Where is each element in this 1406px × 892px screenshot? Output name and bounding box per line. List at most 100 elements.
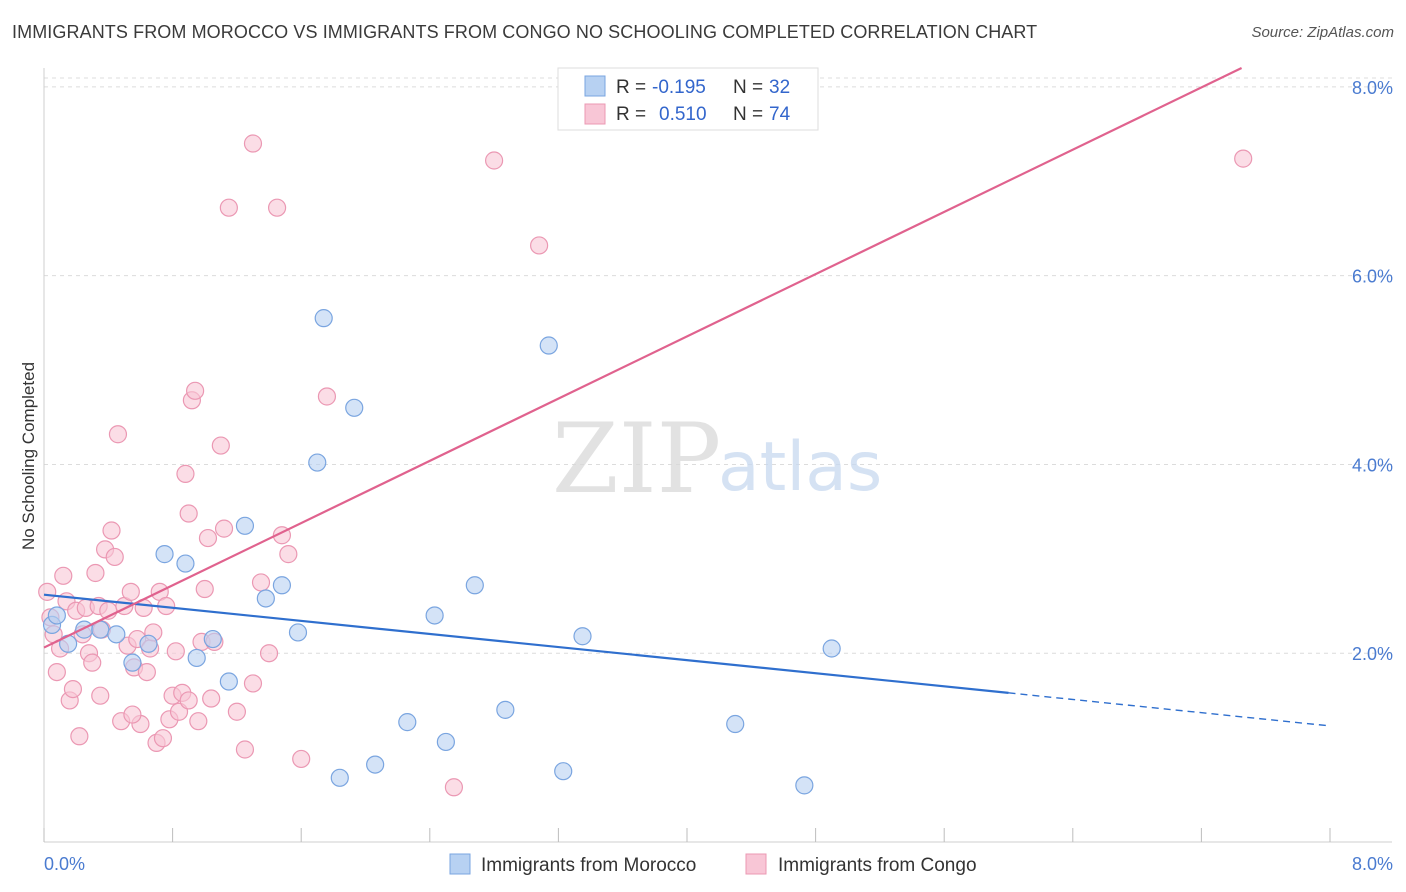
congo-point (54, 566, 73, 585)
morocco-point (256, 589, 275, 608)
congo-point (63, 679, 83, 699)
morocco-point (573, 627, 592, 646)
morocco-point (822, 639, 841, 658)
chart-title: IMMIGRANTS FROM MOROCCO VS IMMIGRANTS FR… (12, 22, 1038, 42)
y-tick-labels: 2.0% 4.0% 6.0% 8.0% (1352, 78, 1393, 664)
congo-point (86, 563, 105, 583)
morocco-point (235, 516, 255, 535)
congo-point (444, 778, 464, 797)
morocco-r-label: R = (616, 77, 646, 98)
legend: Immigrants from Morocco Immigrants from … (449, 853, 977, 876)
congo-r-label: R = (616, 104, 646, 125)
y-tick-label: 6.0% (1352, 267, 1393, 287)
congo-point (214, 519, 234, 538)
congo-point (243, 674, 263, 693)
stats-box: R = -0.195 N = 32 R = 0.510 N = 74 (557, 67, 819, 131)
congo-point (259, 644, 279, 663)
morocco-point (176, 554, 195, 573)
congo-point (211, 436, 230, 455)
congo-point (485, 151, 504, 170)
congo-point (83, 653, 102, 672)
legend-morocco-label: Immigrants from Morocco (481, 855, 696, 876)
morocco-swatch (584, 75, 606, 97)
congo-point (179, 504, 198, 523)
congo-point (235, 740, 255, 759)
congo-point (179, 691, 198, 710)
congo-n-label: N = (733, 104, 763, 125)
morocco-point (308, 453, 327, 472)
congo-point (198, 528, 218, 548)
congo-point (530, 236, 549, 255)
congo-point (292, 749, 311, 769)
congo-point (279, 545, 298, 564)
congo-point (186, 381, 205, 400)
morocco-point (398, 713, 417, 732)
congo-trend-line (43, 67, 1243, 649)
morocco-point (465, 576, 484, 595)
morocco-point (314, 309, 333, 328)
y-axis-title: No Schooling Completed (19, 362, 38, 550)
congo-point (219, 198, 238, 217)
morocco-point (366, 755, 385, 774)
morocco-point (219, 672, 238, 691)
congo-point (102, 521, 121, 540)
congo-point (189, 712, 208, 731)
morocco-point (436, 732, 455, 752)
y-tick-label: 4.0% (1352, 455, 1393, 475)
morocco-n-label: N = (733, 77, 763, 98)
congo-point (267, 198, 287, 217)
congo-point (121, 582, 140, 601)
morocco-point (155, 545, 174, 564)
trend-lines (43, 67, 1331, 727)
congo-r-value: 0.510 (659, 104, 707, 125)
morocco-point (288, 623, 308, 642)
morocco-point (795, 776, 814, 795)
morocco-point (203, 629, 222, 649)
morocco-point (272, 576, 292, 595)
morocco-point (496, 700, 515, 719)
morocco-point (107, 625, 126, 644)
legend-morocco-swatch (449, 853, 471, 875)
legend-congo-label: Immigrants from Congo (778, 855, 977, 876)
congo-point (70, 727, 89, 746)
morocco-point (539, 336, 558, 355)
morocco-point (47, 606, 66, 625)
congo-point (123, 705, 142, 724)
congo-point (108, 425, 128, 444)
congo-point (38, 582, 57, 601)
source-credit: Source: ZipAtlas.com (1251, 24, 1394, 41)
morocco-point (726, 714, 745, 734)
legend-congo-swatch (745, 853, 767, 875)
congo-point (1234, 149, 1253, 168)
morocco-point (554, 762, 573, 781)
congo-point (105, 547, 124, 567)
morocco-point (345, 398, 364, 417)
congo-point (195, 579, 214, 599)
y-tick-label: 8.0% (1352, 78, 1393, 98)
morocco-n-value: 32 (769, 77, 790, 98)
congo-point (176, 464, 195, 483)
congo-point (202, 689, 221, 708)
congo-point (317, 387, 337, 406)
congo-point (137, 662, 156, 682)
congo-point (227, 702, 246, 721)
congo-point (251, 573, 271, 592)
morocco-trend-extension (1008, 692, 1331, 727)
congo-point (166, 642, 185, 661)
morocco-point (330, 768, 349, 787)
congo-swatch (584, 103, 606, 125)
morocco-point (425, 606, 444, 625)
watermark-atlas: atlas (718, 428, 882, 507)
morocco-trend-line (43, 593, 1009, 694)
morocco-point (187, 648, 206, 668)
axes (43, 68, 1392, 843)
morocco-point (123, 653, 142, 672)
congo-point (47, 662, 66, 682)
x-ticks (43, 828, 1331, 842)
morocco-point (139, 634, 158, 653)
congo-point (153, 729, 173, 748)
congo-point (91, 686, 110, 705)
x-tick-label-min: 0.0% (44, 854, 85, 874)
x-tick-label-max: 8.0% (1352, 854, 1393, 874)
